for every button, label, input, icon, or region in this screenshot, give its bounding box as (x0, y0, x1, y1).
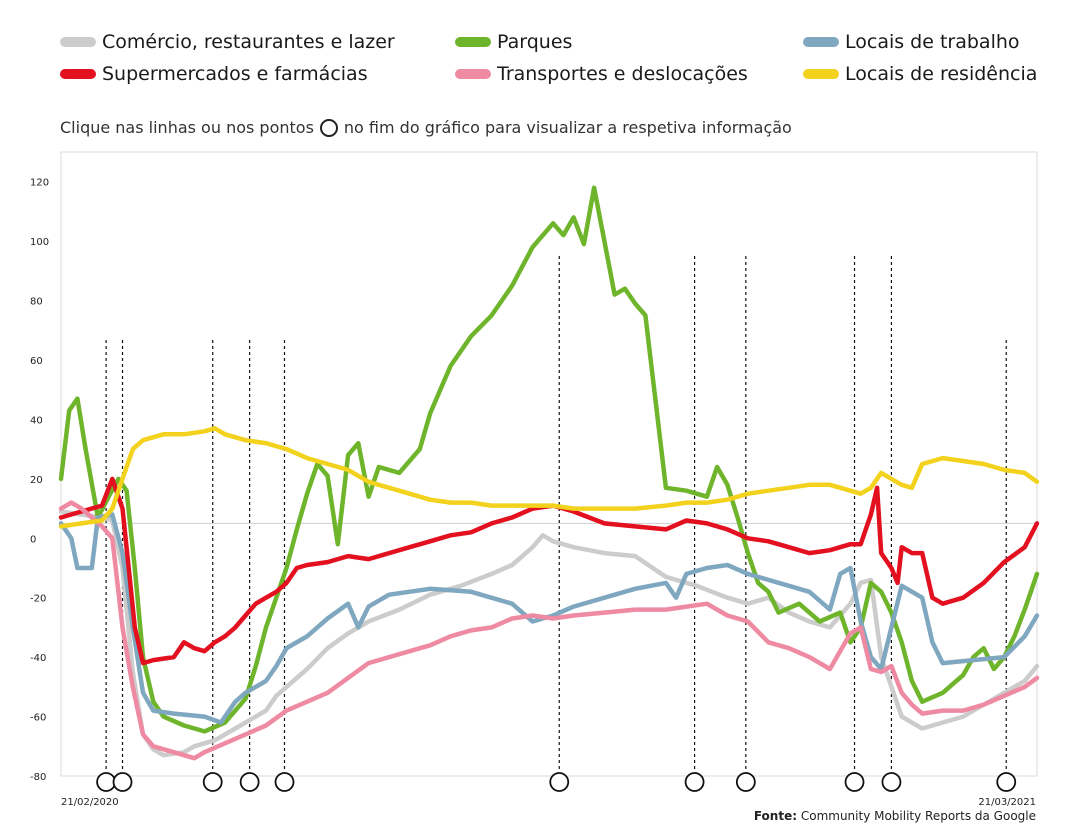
event-point[interactable] (112, 772, 133, 792)
y-tick-label: 80 (30, 297, 43, 308)
series-line-grocery[interactable] (58, 476, 1040, 666)
x-tick-label-end: 21/03/2021 (978, 797, 1036, 808)
legend-item-retail[interactable]: Comércio, restaurantes e lazer (60, 28, 395, 56)
series-line-parks[interactable] (58, 185, 1040, 734)
event-point[interactable] (684, 772, 705, 792)
legend-label-residential: Locais de residência (845, 63, 1038, 85)
legend-item-work[interactable]: Locais de trabalho (803, 28, 1020, 56)
legend-item-transit[interactable]: Transportes e deslocações (455, 60, 748, 88)
event-markers (96, 256, 1017, 792)
event-point[interactable] (202, 772, 223, 792)
source-note: Fonte: Community Mobility Reports da Goo… (754, 809, 1036, 823)
event-point[interactable] (96, 772, 117, 792)
legend-item-grocery[interactable]: Supermercados e farmácias (60, 60, 368, 88)
legend-label-retail: Comércio, restaurantes e lazer (102, 31, 395, 53)
y-tick-label: -20 (30, 594, 46, 605)
event-point[interactable] (844, 772, 865, 792)
event-point[interactable] (239, 772, 260, 792)
event-point[interactable] (735, 772, 756, 792)
legend-swatch-work (803, 37, 839, 47)
y-tick-label: 100 (30, 237, 49, 248)
legend-item-parks[interactable]: Parques (455, 28, 572, 56)
x-tick-label-start: 21/02/2020 (61, 797, 119, 808)
legend-label-transit: Transportes e deslocações (497, 63, 748, 85)
event-point[interactable] (996, 772, 1017, 792)
y-tick-label: -40 (30, 653, 46, 664)
y-tick-label: 40 (30, 415, 43, 426)
series-line-transit[interactable] (58, 500, 1040, 761)
y-tick-label: 60 (30, 356, 43, 367)
y-tick-label: 0 (30, 534, 36, 545)
legend-swatch-residential (803, 69, 839, 79)
series-line-residential[interactable] (58, 426, 1040, 529)
legend-label-grocery: Supermercados e farmácias (102, 63, 368, 85)
y-tick-label: -60 (30, 713, 46, 724)
legend-swatch-transit (455, 69, 491, 79)
y-tick-label: -80 (30, 772, 46, 783)
circle-icon (319, 118, 338, 137)
series-lines (58, 185, 1040, 761)
legend-label-parks: Parques (497, 31, 573, 53)
source-text: Community Mobility Reports da Google (800, 809, 1036, 823)
legend-label-work: Locais de trabalho (845, 31, 1020, 53)
source-label: Fonte: (753, 809, 798, 823)
y-axis: 120 100 80 60 40 20 0 -20 -40 -60 -80 (30, 178, 49, 783)
legend-swatch-grocery (60, 69, 96, 79)
instruction-text-before: Clique nas linhas ou nos pontos (60, 118, 314, 137)
event-point[interactable] (881, 772, 902, 792)
y-tick-label: 120 (30, 178, 49, 189)
y-tick-label: 20 (30, 475, 43, 486)
x-axis: 21/02/2020 21/03/2021 (61, 797, 1036, 808)
event-point[interactable] (274, 772, 295, 792)
legend-swatch-parks (455, 37, 491, 47)
legend-item-residential[interactable]: Locais de residência (803, 60, 1037, 88)
legend: Comércio, restaurantes e lazer Parques L… (0, 0, 1068, 100)
instruction-text: Clique nas linhas ou nos pontos no fim d… (60, 118, 792, 137)
legend-swatch-retail (60, 37, 96, 47)
instruction-text-after: no fim do gráfico para visualizar a resp… (343, 118, 792, 137)
event-point[interactable] (549, 772, 570, 792)
